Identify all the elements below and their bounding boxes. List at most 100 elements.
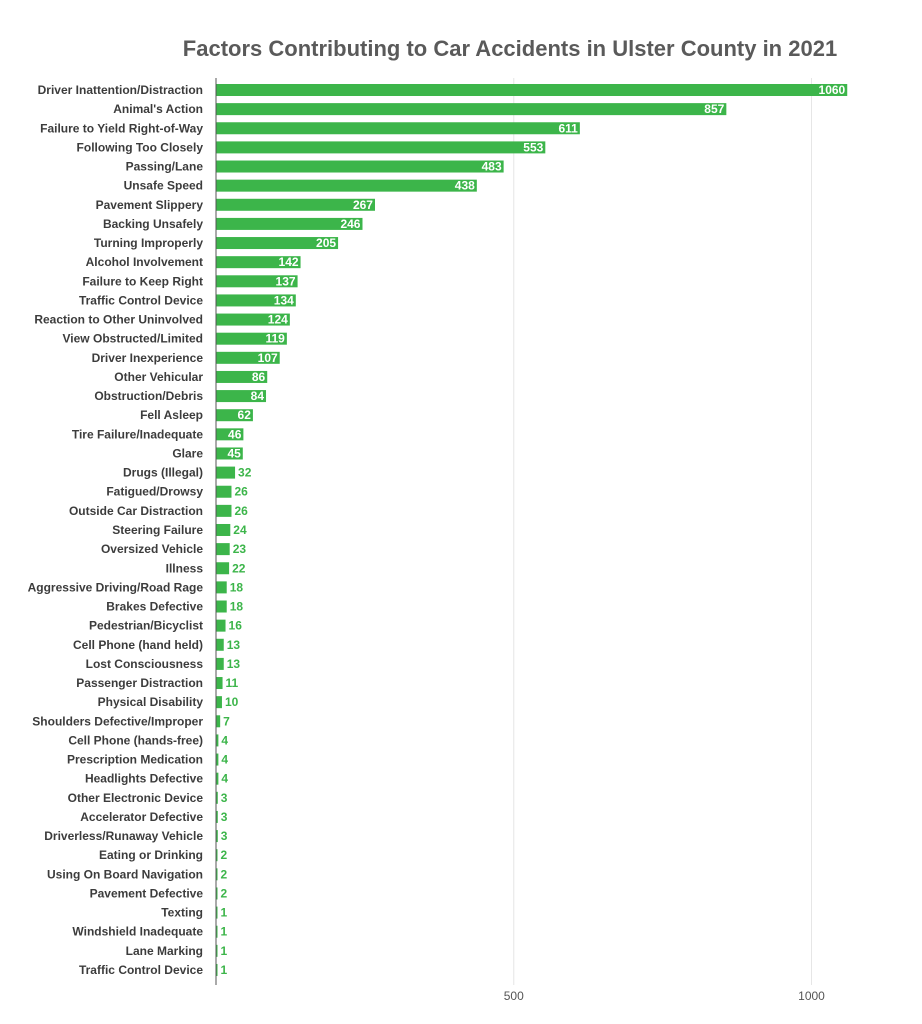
bar — [216, 562, 230, 575]
bar — [216, 351, 280, 364]
value-label: 2 — [221, 886, 228, 900]
category-label: Cell Phone (hands-free) — [68, 733, 203, 747]
category-label: Cell Phone (hand held) — [73, 638, 203, 652]
category-label: Using On Board Navigation — [47, 867, 203, 881]
category-label: Traffic Control Device — [79, 963, 203, 977]
category-label: Headlights Defective — [85, 772, 203, 786]
category-label: Glare — [172, 446, 203, 460]
category-label: Texting — [161, 906, 203, 920]
value-label: 62 — [238, 408, 252, 422]
bar — [216, 810, 218, 823]
category-label: View Obstructed/Limited — [63, 332, 203, 346]
bar — [216, 753, 219, 766]
x-tick-label: 500 — [504, 989, 524, 1003]
category-label: Pavement Slippery — [96, 198, 204, 212]
bar — [216, 906, 218, 919]
value-label: 22 — [232, 561, 246, 575]
bar — [216, 256, 301, 269]
value-labels: 1060857611553483438267246205142137134124… — [221, 83, 846, 977]
value-label: 11 — [226, 676, 239, 690]
category-label: Failure to Keep Right — [82, 274, 203, 288]
category-label: Fell Asleep — [140, 408, 203, 422]
value-label: 3 — [221, 810, 228, 824]
value-label: 46 — [228, 427, 242, 441]
bar — [216, 696, 222, 709]
category-label: Pavement Defective — [90, 886, 204, 900]
value-label: 7 — [223, 714, 230, 728]
value-label: 124 — [268, 313, 288, 327]
value-label: 483 — [482, 160, 502, 174]
category-label: Illness — [166, 561, 204, 575]
value-label: 1 — [221, 963, 228, 977]
value-label: 134 — [274, 293, 294, 307]
bar — [216, 619, 226, 632]
category-label: Steering Failure — [112, 523, 203, 537]
x-axis-ticks: 500 1000 — [504, 989, 825, 1003]
category-label: Turning Improperly — [94, 236, 203, 250]
bar — [216, 313, 290, 326]
value-label: 45 — [227, 446, 241, 460]
value-label: 2 — [221, 848, 228, 862]
bar — [216, 849, 218, 862]
value-label: 18 — [230, 580, 244, 594]
value-label: 1 — [221, 906, 228, 920]
value-label: 137 — [276, 274, 296, 288]
value-label: 107 — [258, 351, 278, 365]
bar — [216, 830, 218, 843]
value-label: 246 — [340, 217, 360, 231]
bar — [216, 925, 218, 938]
value-label: 1 — [221, 944, 228, 958]
category-label: Following Too Closely — [77, 140, 204, 154]
bar — [216, 868, 218, 881]
value-label: 13 — [227, 638, 241, 652]
category-label: Prescription Medication — [67, 753, 203, 767]
value-label: 26 — [234, 485, 248, 499]
category-label: Tire Failure/Inadequate — [72, 427, 203, 441]
category-label: Physical Disability — [98, 695, 204, 709]
bar — [216, 370, 268, 383]
value-label: 2 — [221, 867, 228, 881]
bar — [216, 447, 243, 460]
bar — [216, 428, 244, 441]
category-label: Obstruction/Debris — [94, 389, 203, 403]
bar — [216, 275, 298, 288]
category-label: Outside Car Distraction — [69, 504, 203, 518]
bar — [216, 504, 232, 517]
value-label: 119 — [266, 332, 286, 346]
bar — [216, 390, 267, 403]
value-label: 3 — [221, 829, 228, 843]
value-label: 24 — [233, 523, 247, 537]
value-label: 16 — [229, 619, 243, 633]
chart-title: Factors Contributing to Car Accidents in… — [182, 36, 838, 61]
value-label: 10 — [225, 695, 239, 709]
category-label: Pedestrian/Bicyclist — [89, 619, 203, 633]
bar — [216, 237, 339, 250]
category-label: Failure to Yield Right-of-Way — [40, 121, 203, 135]
category-label: Other Electronic Device — [68, 791, 204, 805]
value-label: 4 — [221, 753, 228, 767]
value-label: 23 — [233, 542, 247, 556]
value-label: 3 — [221, 791, 228, 805]
category-label: Lane Marking — [126, 944, 203, 958]
bar — [216, 466, 236, 479]
category-label: Brakes Defective — [106, 600, 203, 614]
category-label: Driver Inattention/Distraction — [38, 83, 203, 97]
bar — [216, 217, 363, 230]
bar — [216, 122, 580, 135]
value-label: 857 — [704, 102, 724, 116]
category-label: Unsafe Speed — [124, 179, 203, 193]
category-label: Oversized Vehicle — [101, 542, 203, 556]
category-label: Eating or Drinking — [99, 848, 203, 862]
bar — [216, 485, 232, 498]
value-label: 13 — [227, 657, 241, 671]
category-label: Lost Consciousness — [86, 657, 204, 671]
category-label: Reaction to Other Uninvolved — [34, 313, 203, 327]
bar — [216, 657, 224, 670]
bar — [216, 638, 224, 651]
bar — [216, 179, 477, 192]
value-label: 553 — [523, 140, 543, 154]
value-label: 18 — [230, 600, 244, 614]
value-label: 611 — [558, 121, 578, 135]
bar — [216, 103, 727, 116]
